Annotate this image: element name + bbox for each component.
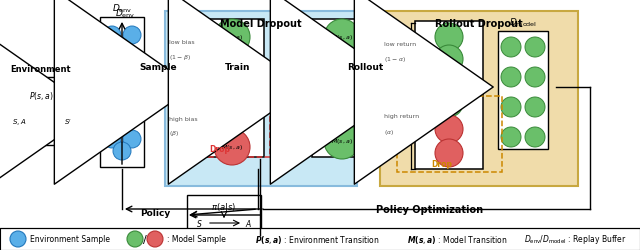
Text: low return: low return — [384, 41, 416, 46]
Circle shape — [525, 128, 545, 148]
Circle shape — [435, 140, 463, 167]
Circle shape — [435, 90, 463, 118]
Circle shape — [324, 20, 360, 56]
Circle shape — [525, 98, 545, 117]
Circle shape — [103, 79, 121, 96]
Circle shape — [123, 53, 141, 71]
Bar — [187, 195, 261, 235]
Text: $\cdot\cdot\cdot$: $\cdot\cdot\cdot$ — [335, 105, 349, 114]
Text: $\boldsymbol{M(s,a)}$ : Model Transition: $\boldsymbol{M(s,a)}$ : Model Transition — [407, 233, 508, 245]
Text: : Model Sample: : Model Sample — [167, 234, 226, 244]
Bar — [312, 20, 372, 157]
Bar — [4, 78, 78, 146]
Text: $S, A$: $S, A$ — [12, 116, 26, 126]
Bar — [165, 12, 357, 186]
Text: $\pi(a|s)$: $\pi(a|s)$ — [211, 201, 237, 214]
Text: $(1-\beta)$: $(1-\beta)$ — [169, 53, 191, 62]
Text: $M(s,a)$: $M(s,a)$ — [221, 143, 243, 152]
Circle shape — [147, 231, 163, 247]
Text: $M(s,a)$: $M(s,a)$ — [221, 33, 243, 42]
Circle shape — [501, 128, 521, 148]
Text: $\boldsymbol{P(s,a)}$ : Environment Transition: $\boldsymbol{P(s,a)}$ : Environment Tran… — [255, 233, 380, 245]
Text: $S'$: $S'$ — [64, 116, 72, 126]
Text: $P(s, a)$: $P(s, a)$ — [29, 90, 53, 102]
Bar — [415, 22, 483, 169]
Circle shape — [214, 52, 250, 88]
Circle shape — [123, 104, 141, 122]
Text: Rollout: Rollout — [347, 63, 383, 72]
Text: Environment Sample: Environment Sample — [30, 234, 110, 244]
Circle shape — [435, 116, 463, 143]
Text: Train: Train — [225, 63, 251, 72]
Circle shape — [214, 84, 250, 120]
Text: ...: ... — [337, 83, 348, 93]
Text: $D_{\rm env}$: $D_{\rm env}$ — [112, 2, 132, 15]
Circle shape — [525, 38, 545, 58]
Text: Policy: Policy — [140, 209, 170, 218]
Circle shape — [525, 68, 545, 88]
Circle shape — [103, 27, 121, 45]
Text: Policy Optimization: Policy Optimization — [376, 204, 484, 214]
Text: Drop: Drop — [431, 159, 452, 168]
Circle shape — [501, 38, 521, 58]
Circle shape — [113, 142, 131, 160]
Circle shape — [103, 53, 121, 71]
Text: /: / — [143, 234, 147, 244]
Bar — [397, 96, 502, 172]
Circle shape — [123, 130, 141, 148]
Bar — [100, 18, 144, 167]
Text: Rollout Dropout: Rollout Dropout — [435, 19, 523, 29]
Text: high return: high return — [384, 114, 419, 119]
Circle shape — [501, 98, 521, 117]
Bar — [498, 32, 548, 150]
Circle shape — [123, 79, 141, 96]
Text: Model Dropout: Model Dropout — [220, 19, 302, 29]
Text: $M(s,a)$: $M(s,a)$ — [221, 65, 243, 74]
Text: ...: ... — [227, 122, 237, 132]
Circle shape — [435, 68, 463, 96]
Circle shape — [435, 24, 463, 52]
Text: $(1-\alpha)$: $(1-\alpha)$ — [384, 55, 406, 64]
Text: Drop: Drop — [209, 144, 230, 154]
Text: high bias: high bias — [169, 117, 198, 122]
Text: $S$: $S$ — [196, 218, 202, 228]
Bar — [200, 20, 264, 157]
Bar — [0, 228, 640, 250]
Text: $(\beta)$: $(\beta)$ — [169, 129, 179, 138]
Text: low bias: low bias — [169, 39, 195, 44]
Circle shape — [10, 231, 26, 247]
Text: $M(s,a)$: $M(s,a)$ — [331, 137, 353, 146]
Circle shape — [103, 104, 121, 122]
Circle shape — [324, 124, 360, 159]
Bar — [380, 12, 578, 186]
Bar — [0, 228, 640, 250]
Circle shape — [103, 130, 121, 148]
Text: $M(s,a)$: $M(s,a)$ — [221, 97, 243, 106]
Text: $(\alpha)$: $(\alpha)$ — [384, 128, 394, 137]
Text: Environment: Environment — [11, 65, 71, 74]
Text: $A$: $A$ — [246, 218, 253, 228]
Circle shape — [127, 231, 143, 247]
Circle shape — [123, 27, 141, 45]
Circle shape — [214, 130, 250, 165]
Text: $D_{\rm model}$: $D_{\rm model}$ — [509, 16, 537, 29]
Text: $D_{\rm env}/D_{\rm model}$ : Replay Buffer: $D_{\rm env}/D_{\rm model}$ : Replay Buf… — [524, 232, 627, 245]
Text: Sample: Sample — [139, 63, 177, 72]
Bar — [182, 108, 270, 157]
Circle shape — [501, 68, 521, 88]
Text: $D_{\rm env}$: $D_{\rm env}$ — [115, 8, 135, 20]
Circle shape — [435, 46, 463, 74]
Text: $M(s,a)$: $M(s,a)$ — [331, 33, 353, 42]
Circle shape — [214, 20, 250, 56]
